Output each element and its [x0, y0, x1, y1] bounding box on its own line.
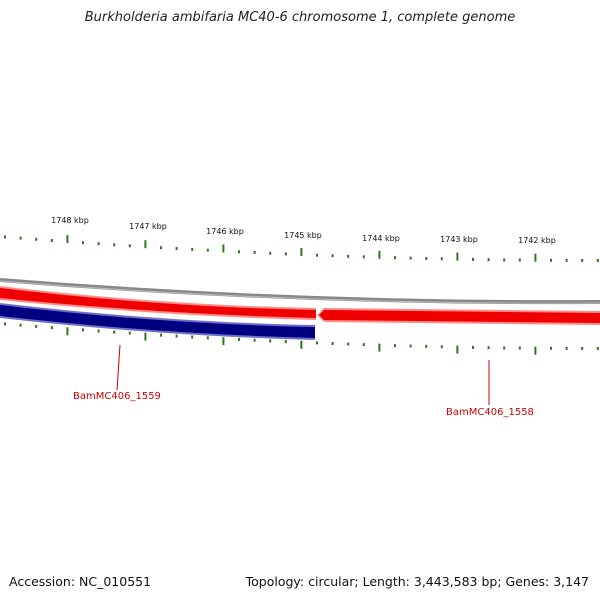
scale-label: 1745 kbp [284, 231, 322, 240]
genome-backbone-highlight [0, 280, 600, 304]
scale-label: 1746 kbp [206, 227, 244, 236]
accession-text: Accession: NC_010551 [9, 574, 152, 589]
scale-label: 1743 kbp [440, 235, 478, 244]
genome-title: Burkholderia ambifaria MC40-6 chromosome… [84, 10, 516, 25]
scale-ticks-outer [4, 235, 599, 262]
scale-label: 1748 kbp [51, 216, 89, 225]
scale-ticks-inner [4, 322, 599, 355]
scale-label: 1747 kbp [129, 222, 167, 231]
scale-label: 1744 kbp [362, 234, 400, 243]
scale-label: 1742 kbp [518, 236, 556, 245]
genome-backbone [0, 278, 600, 305]
gene-label-1559[interactable]: BamMC406_1559 [73, 391, 161, 402]
gene-label-leader [116, 344, 121, 391]
genome-summary-text: Topology: circular; Length: 3,443,583 bp… [245, 574, 589, 589]
gene-label-1558[interactable]: BamMC406_1558 [446, 407, 534, 418]
